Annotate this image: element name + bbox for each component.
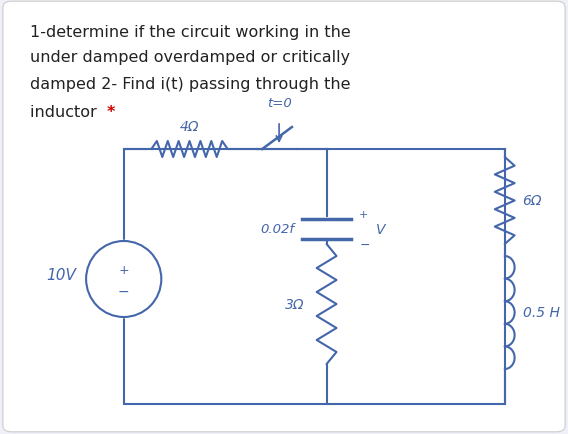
Text: damped 2- Find i(t) passing through the: damped 2- Find i(t) passing through the <box>30 77 350 92</box>
Text: *: * <box>107 105 115 120</box>
Text: under damped overdamped or critically: under damped overdamped or critically <box>30 50 350 65</box>
Text: V: V <box>376 223 386 237</box>
Text: t=0: t=0 <box>267 97 292 110</box>
Text: 0.02f: 0.02f <box>260 223 294 236</box>
Text: 1-determine if the circuit working in the: 1-determine if the circuit working in th… <box>30 25 350 40</box>
Text: +: + <box>359 210 369 220</box>
Text: +: + <box>118 263 129 276</box>
Text: 0.5 H: 0.5 H <box>523 306 559 320</box>
Text: inductor: inductor <box>30 105 102 120</box>
Text: −: − <box>118 284 130 298</box>
Text: 3Ω: 3Ω <box>285 297 305 311</box>
Text: 4Ω: 4Ω <box>179 120 199 134</box>
Text: 10V: 10V <box>47 267 76 282</box>
Text: 6Ω: 6Ω <box>523 194 542 208</box>
Text: −: − <box>359 238 370 251</box>
